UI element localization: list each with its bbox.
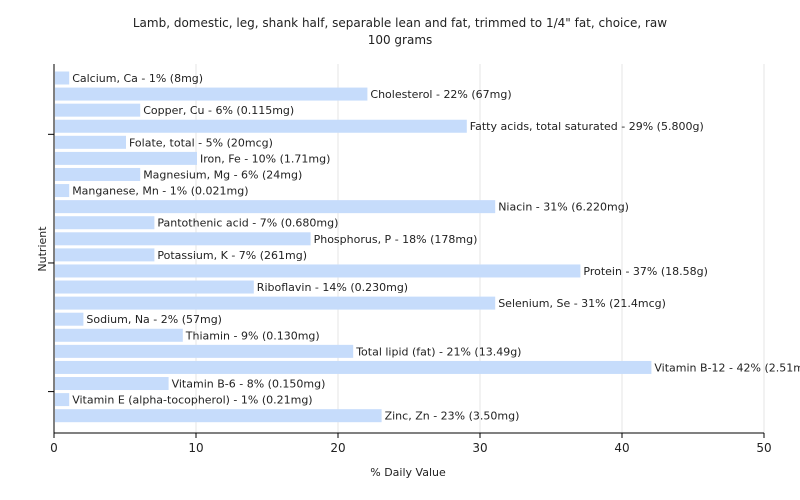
bar-label-16: Thiamin - 9% (0.130mg) (185, 329, 320, 342)
chart-subtitle: 100 grams (368, 33, 433, 47)
bar-8 (55, 200, 496, 214)
bar-label-20: Vitamin E (alpha-tocopherol) - 1% (0.21m… (72, 394, 312, 407)
bar-12 (55, 264, 581, 278)
x-tick-label-5: 50 (756, 441, 771, 455)
bar-10 (55, 232, 311, 246)
bar-label-11: Potassium, K - 7% (261mg) (157, 249, 307, 262)
chart-title: Lamb, domestic, leg, shank half, separab… (133, 16, 667, 30)
bar-19 (55, 377, 169, 391)
bar-label-21: Zinc, Zn - 23% (3.50mg) (385, 410, 520, 423)
bar-18 (55, 360, 652, 374)
bar-9 (55, 216, 155, 230)
bar-5 (55, 151, 197, 165)
bar-label-17: Total lipid (fat) - 21% (13.49g) (355, 345, 521, 358)
bar-label-9: Pantothenic acid - 7% (0.680mg) (157, 217, 338, 230)
bar-6 (55, 167, 141, 181)
bar-label-7: Manganese, Mn - 1% (0.021mg) (72, 185, 248, 198)
y-axis-label: Nutrient (36, 226, 49, 272)
bar-label-4: Folate, total - 5% (20mcg) (129, 136, 273, 149)
bar-1 (55, 87, 368, 101)
bar-16 (55, 328, 183, 342)
bar-label-12: Protein - 37% (18.58g) (583, 265, 708, 278)
x-tick-label-4: 40 (614, 441, 629, 455)
bar-17 (55, 344, 354, 358)
bar-13 (55, 280, 254, 294)
bar-label-0: Calcium, Ca - 1% (8mg) (72, 72, 203, 85)
x-tick-label-2: 20 (330, 441, 345, 455)
bar-label-18: Vitamin B-12 - 42% (2.51mcg) (654, 361, 800, 374)
bar-20 (55, 393, 70, 407)
bar-0 (55, 71, 70, 85)
bar-label-15: Sodium, Na - 2% (57mg) (86, 313, 222, 326)
bar-label-1: Cholesterol - 22% (67mg) (370, 88, 511, 101)
x-axis-label: % Daily Value (370, 466, 446, 479)
bar-2 (55, 103, 141, 117)
bar-4 (55, 135, 126, 149)
bar-label-2: Copper, Cu - 6% (0.115mg) (143, 104, 294, 117)
bar-label-5: Iron, Fe - 10% (1.71mg) (200, 152, 330, 165)
bars (55, 71, 652, 423)
bar-label-8: Niacin - 31% (6.220mg) (498, 201, 629, 214)
bar-15 (55, 312, 84, 326)
bar-label-13: Riboflavin - 14% (0.230mg) (257, 281, 408, 294)
bar-label-14: Selenium, Se - 31% (21.4mcg) (498, 297, 666, 310)
axes: 0 10 20 30 40 50 (48, 64, 772, 455)
x-tick-label-1: 10 (188, 441, 203, 455)
x-tick-label-0: 0 (50, 441, 58, 455)
bar-21 (55, 409, 382, 423)
bar-14 (55, 296, 496, 310)
bar-3 (55, 119, 467, 133)
x-tick-label-3: 30 (472, 441, 487, 455)
bar-label-10: Phosphorus, P - 18% (178mg) (314, 233, 478, 246)
bar-label-3: Fatty acids, total saturated - 29% (5.80… (470, 120, 704, 133)
bar-labels: Calcium, Ca - 1% (8mg) Cholesterol - 22% … (72, 72, 800, 423)
bar-11 (55, 248, 155, 262)
bar-7 (55, 184, 70, 198)
bar-label-6: Magnesium, Mg - 6% (24mg) (143, 168, 302, 181)
bar-label-19: Vitamin B-6 - 8% (0.150mg) (172, 378, 326, 391)
